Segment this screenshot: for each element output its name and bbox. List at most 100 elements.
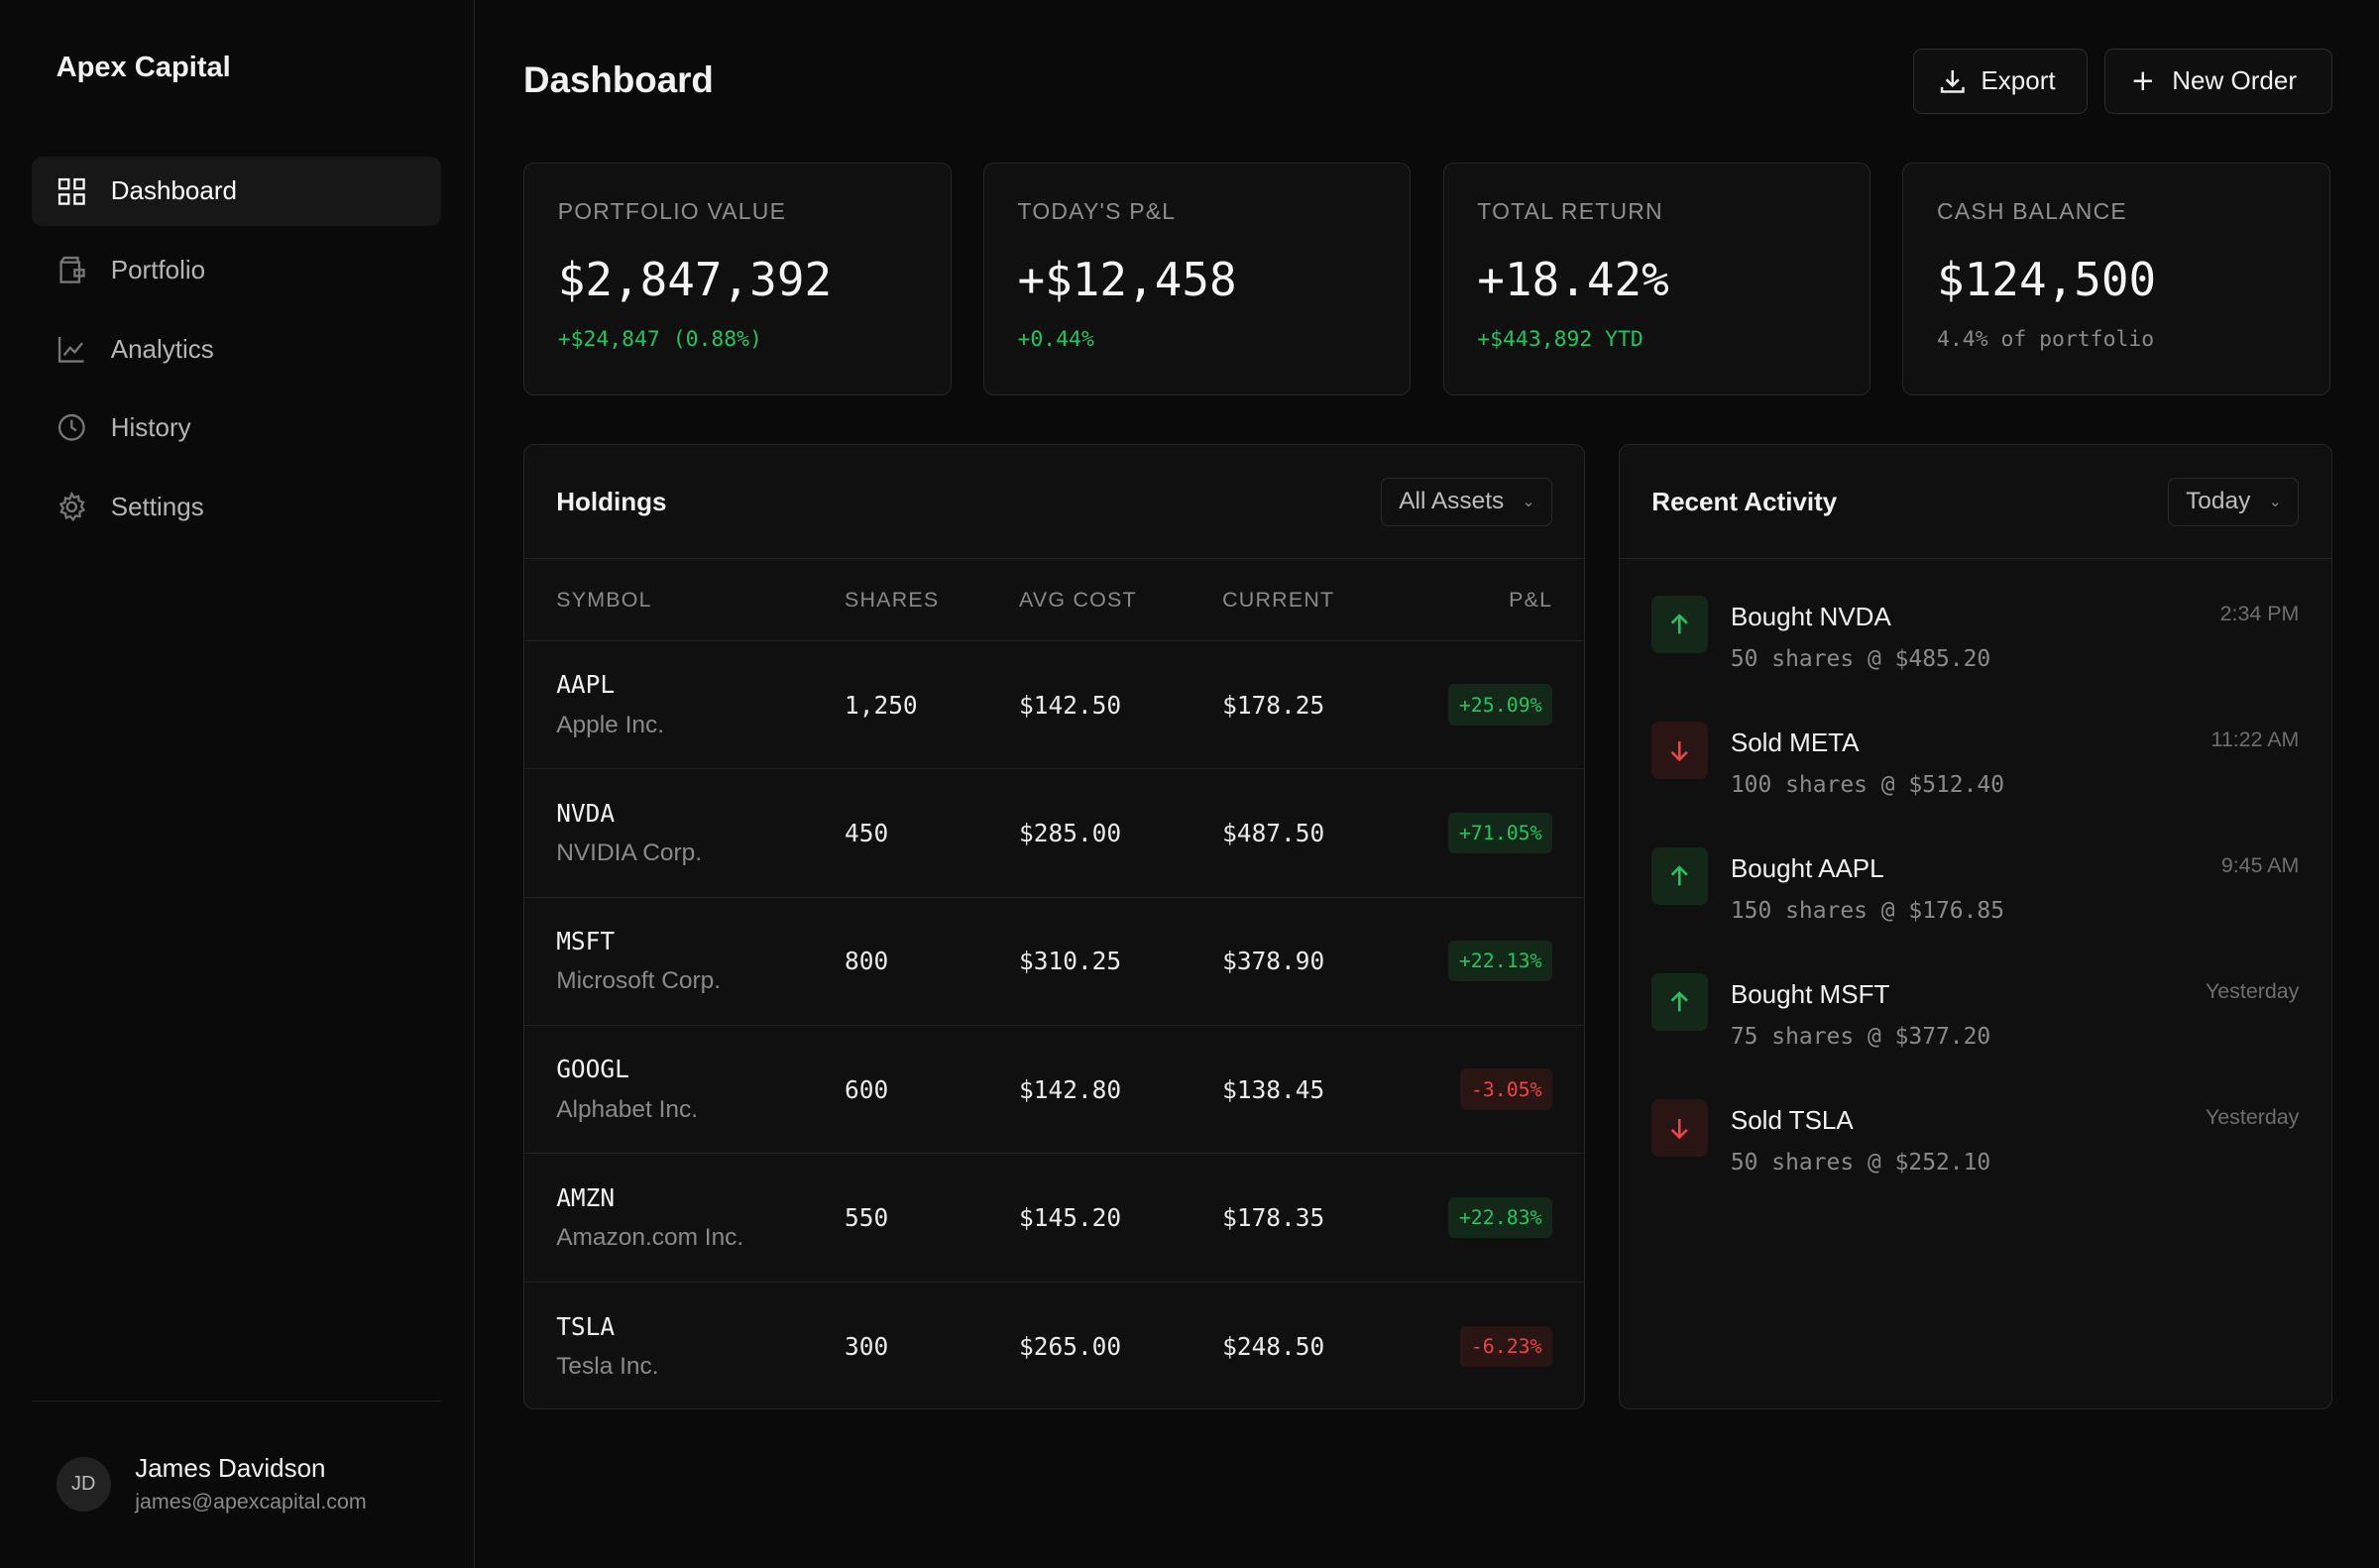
column-header-pl[interactable]: P&L bbox=[1509, 587, 1553, 612]
pl-badge: +25.09% bbox=[1448, 684, 1553, 726]
activity-title: Recent Activity bbox=[1651, 486, 1838, 516]
activity-title: Bought NVDA bbox=[1730, 602, 1891, 632]
table-row[interactable]: AMZN Amazon.com Inc. 550 $145.20 $178.35 … bbox=[524, 1154, 1585, 1283]
activity-detail: 100 shares @ $512.40 bbox=[1730, 771, 2005, 798]
grid-icon bbox=[57, 177, 85, 205]
pl-badge: +22.83% bbox=[1448, 1196, 1553, 1239]
shares: 1,250 bbox=[845, 690, 918, 720]
table-row[interactable]: GOOGL Alphabet Inc. 600 $142.80 $138.45 -… bbox=[524, 1026, 1585, 1155]
activity-title: Sold TSLA bbox=[1730, 1105, 1854, 1136]
stat-card-total-return: TOTAL RETURN +18.42% +$443,892 YTD bbox=[1442, 162, 1871, 396]
user-profile[interactable]: JD James Davidson james@apexcapital.com bbox=[56, 1453, 367, 1514]
avg-cost: $265.00 bbox=[1019, 1331, 1122, 1361]
avg-cost: $142.50 bbox=[1019, 690, 1122, 720]
table-row[interactable]: TSLA Tesla Inc. 300 $265.00 $248.50 -6.23… bbox=[524, 1283, 1584, 1408]
avatar: JD bbox=[56, 1456, 111, 1512]
column-header-avg-cost[interactable]: AVG COST bbox=[1019, 587, 1137, 612]
stat-card-todays-pl: TODAY'S P&L +$12,458 +0.44% bbox=[982, 162, 1412, 396]
asset-filter-select[interactable]: All Assets ⌄ bbox=[1381, 477, 1553, 526]
activity-detail: 75 shares @ $377.20 bbox=[1730, 1023, 1991, 1050]
pl-badge: -3.05% bbox=[1460, 1068, 1553, 1110]
company-name: NVIDIA Corp. bbox=[556, 839, 703, 866]
download-icon bbox=[1940, 70, 1965, 93]
column-header-shares[interactable]: SHARES bbox=[845, 587, 940, 612]
sidebar-item-label: Settings bbox=[110, 491, 204, 521]
current-price: $248.50 bbox=[1222, 1331, 1325, 1361]
stat-label: CASH BALANCE bbox=[1937, 197, 2127, 224]
sidebar: Apex Capital Dashboard Portfolio Analyti… bbox=[0, 0, 476, 1568]
export-label: Export bbox=[1981, 65, 2056, 96]
symbol: AMZN bbox=[556, 1182, 616, 1212]
column-header-symbol[interactable]: SYMBOL bbox=[556, 587, 652, 612]
symbol: MSFT bbox=[556, 927, 616, 956]
sidebar-item-dashboard[interactable]: Dashboard bbox=[32, 156, 442, 227]
export-button[interactable]: Export bbox=[1913, 48, 2089, 114]
stat-label: TODAY'S P&L bbox=[1017, 197, 1177, 224]
current-price: $487.50 bbox=[1222, 818, 1325, 847]
activity-title: Bought AAPL bbox=[1730, 853, 1884, 884]
arrow-down-icon bbox=[1651, 722, 1708, 780]
activity-time: 9:45 AM bbox=[2220, 853, 2300, 878]
table-row[interactable]: MSFT Microsoft Corp. 800 $310.25 $378.90 … bbox=[524, 898, 1585, 1026]
arrow-up-icon bbox=[1651, 973, 1708, 1032]
period-filter-value: Today bbox=[2186, 488, 2251, 515]
holdings-panel: Holdings All Assets ⌄ SYMBOL SHARES AVG C… bbox=[523, 444, 1586, 1409]
activity-detail: 150 shares @ $176.85 bbox=[1730, 897, 2005, 924]
page-title: Dashboard bbox=[523, 58, 714, 100]
company-name: Amazon.com Inc. bbox=[556, 1223, 744, 1251]
chevron-down-icon: ⌄ bbox=[2268, 493, 2282, 510]
company-name: Apple Inc. bbox=[556, 711, 665, 738]
stat-card-cash-balance: CASH BALANCE $124,500 4.4% of portfolio bbox=[1902, 162, 2330, 396]
activity-detail: 50 shares @ $485.20 bbox=[1730, 645, 1991, 672]
user-email: james@apexcapital.com bbox=[135, 1490, 367, 1514]
company-name: Microsoft Corp. bbox=[556, 967, 722, 995]
shares: 450 bbox=[845, 818, 889, 847]
activity-detail: 50 shares @ $252.10 bbox=[1730, 1149, 1991, 1176]
stat-value: +18.42% bbox=[1477, 252, 1669, 306]
company-name: Tesla Inc. bbox=[556, 1352, 659, 1380]
new-order-label: New Order bbox=[2172, 65, 2298, 96]
sidebar-item-portfolio[interactable]: Portfolio bbox=[32, 235, 441, 304]
shares: 600 bbox=[845, 1074, 889, 1104]
activity-time: 2:34 PM bbox=[2219, 602, 2300, 626]
symbol: AAPL bbox=[556, 670, 616, 700]
arrow-down-icon bbox=[1651, 1099, 1708, 1158]
stat-value: +$12,458 bbox=[1017, 252, 1237, 306]
sidebar-item-settings[interactable]: Settings bbox=[32, 472, 441, 541]
sidebar-item-history[interactable]: History bbox=[32, 392, 441, 462]
activity-title: Bought MSFT bbox=[1730, 979, 1890, 1010]
activity-item[interactable]: Bought MSFT 75 shares @ $377.20 Yesterda… bbox=[1620, 973, 2330, 1099]
activity-item[interactable]: Sold TSLA 50 shares @ $252.10 Yesterday bbox=[1620, 1099, 2330, 1225]
activity-item[interactable]: Sold META 100 shares @ $512.40 11:22 AM bbox=[1620, 722, 2330, 847]
activity-time: Yesterday bbox=[2205, 979, 2300, 1004]
stat-sub: +$443,892 YTD bbox=[1477, 326, 1643, 352]
table-row[interactable]: NVDA NVIDIA Corp. 450 $285.00 $487.50 +71… bbox=[524, 769, 1585, 898]
period-filter-select[interactable]: Today ⌄ bbox=[2168, 477, 2300, 526]
column-header-current[interactable]: CURRENT bbox=[1222, 587, 1335, 612]
new-order-button[interactable]: New Order bbox=[2103, 48, 2332, 114]
activity-time: 11:22 AM bbox=[2210, 728, 2300, 752]
holdings-title: Holdings bbox=[556, 486, 667, 516]
table-row[interactable]: AAPL Apple Inc. 1,250 $142.50 $178.25 +25… bbox=[524, 641, 1585, 770]
sidebar-item-label: History bbox=[110, 412, 191, 443]
current-price: $178.35 bbox=[1222, 1202, 1325, 1232]
pl-badge: +22.13% bbox=[1448, 941, 1553, 982]
symbol: TSLA bbox=[556, 1311, 616, 1341]
activity-panel: Recent Activity Today ⌄ Bought NVDA 50 sh… bbox=[1619, 444, 2332, 1409]
table-header: SYMBOL SHARES AVG COST CURRENT P&L bbox=[524, 559, 1585, 641]
wallet-icon bbox=[59, 257, 85, 283]
company-name: Alphabet Inc. bbox=[556, 1095, 699, 1123]
pl-badge: -6.23% bbox=[1460, 1325, 1553, 1367]
chevron-down-icon: ⌄ bbox=[1522, 493, 1535, 510]
activity-item[interactable]: Bought NVDA 50 shares @ $485.20 2:34 PM bbox=[1620, 595, 2330, 722]
sidebar-divider bbox=[32, 1400, 442, 1401]
activity-title: Sold META bbox=[1730, 728, 1860, 758]
shares: 800 bbox=[845, 947, 889, 976]
current-price: $178.25 bbox=[1222, 690, 1325, 720]
activity-item[interactable]: Bought AAPL 150 shares @ $176.85 9:45 AM bbox=[1620, 847, 2330, 973]
symbol: GOOGL bbox=[556, 1055, 629, 1084]
sidebar-item-analytics[interactable]: Analytics bbox=[32, 314, 441, 384]
shares: 300 bbox=[845, 1331, 889, 1361]
avg-cost: $310.25 bbox=[1019, 947, 1122, 976]
current-price: $138.45 bbox=[1222, 1074, 1325, 1104]
